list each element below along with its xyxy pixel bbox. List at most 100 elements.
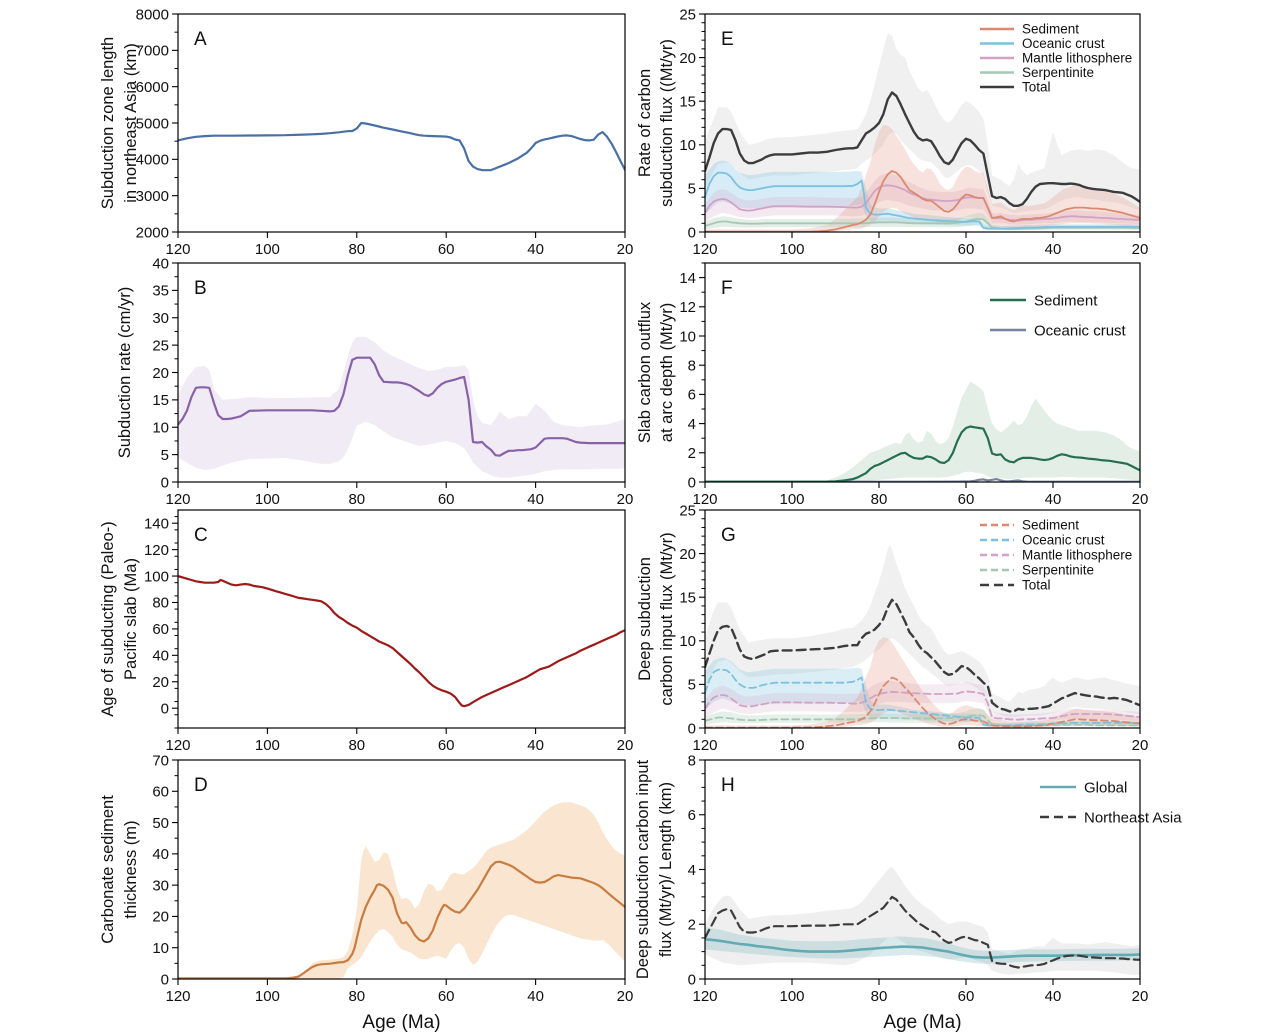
svg-text:40: 40 <box>152 648 169 665</box>
svg-text:100: 100 <box>255 988 280 1005</box>
svg-text:60: 60 <box>152 784 169 801</box>
svg-text:60: 60 <box>438 491 455 508</box>
svg-text:70: 70 <box>152 752 169 769</box>
svg-text:80: 80 <box>348 241 365 258</box>
svg-text:20: 20 <box>617 737 634 754</box>
svg-text:20: 20 <box>617 988 634 1005</box>
svg-text:8000: 8000 <box>136 6 169 23</box>
chart-E-svg: 0 5 10 15 20 25 120 100 80 60 40 20 Rate of carbon su… <box>636 6 1148 258</box>
svg-text:Oceanic crust: Oceanic crust <box>1034 322 1127 339</box>
svg-text:A: A <box>194 29 207 50</box>
svg-text:2000: 2000 <box>136 224 169 241</box>
svg-text:H: H <box>721 775 735 796</box>
svg-text:G: G <box>721 525 736 546</box>
svg-text:2: 2 <box>688 917 696 934</box>
svg-text:Total: Total <box>1022 578 1051 593</box>
svg-text:60: 60 <box>958 988 975 1005</box>
svg-text:10: 10 <box>679 633 696 650</box>
svg-text:60: 60 <box>438 241 455 258</box>
svg-text:Oceanic crust: Oceanic crust <box>1022 36 1105 51</box>
svg-text:20: 20 <box>617 241 634 258</box>
svg-text:10: 10 <box>152 420 169 437</box>
svg-text:40: 40 <box>527 241 544 258</box>
panel-H: 0 2 4 6 8 120 100 80 60 40 20 Age (Ma) Deep subducti… <box>634 745 1270 1036</box>
svg-text:Global: Global <box>1084 779 1127 796</box>
svg-text:60: 60 <box>958 241 975 258</box>
svg-text:Serpentinite: Serpentinite <box>1022 65 1094 80</box>
svg-text:7000: 7000 <box>136 43 169 60</box>
svg-text:80: 80 <box>871 241 888 258</box>
panel-G: 0 5 10 15 20 25 120 100 80 60 40 20 Deep subduction c… <box>636 497 1270 754</box>
svg-text:4000: 4000 <box>136 152 169 169</box>
svg-text:Slab carbon outflux: Slab carbon outflux <box>636 301 654 443</box>
svg-text:F: F <box>721 278 733 299</box>
svg-text:40: 40 <box>1045 241 1062 258</box>
svg-text:60: 60 <box>958 737 975 754</box>
svg-text:0: 0 <box>161 474 169 491</box>
svg-text:80: 80 <box>871 491 888 508</box>
svg-text:12: 12 <box>679 299 696 316</box>
svg-text:40: 40 <box>1045 491 1062 508</box>
chart-B-svg: 0 5 10 15 20 25 30 35 40 120 100 80 60 40 20 Subduction… <box>116 255 634 508</box>
svg-text:Oceanic crust: Oceanic crust <box>1022 533 1105 548</box>
panel-D: 0 10 20 30 40 50 60 70 120 100 80 60 40 20 Age (Ma) Car… <box>0 745 640 1036</box>
svg-text:20: 20 <box>1132 491 1149 508</box>
svg-text:80: 80 <box>348 491 365 508</box>
svg-text:5: 5 <box>688 677 696 694</box>
svg-text:5: 5 <box>161 447 169 464</box>
svg-text:0: 0 <box>688 224 696 241</box>
svg-text:8: 8 <box>688 752 696 769</box>
svg-text:60: 60 <box>958 491 975 508</box>
svg-text:0: 0 <box>688 971 696 988</box>
svg-text:10: 10 <box>152 940 169 957</box>
svg-text:20: 20 <box>152 909 169 926</box>
svg-text:0: 0 <box>688 720 696 737</box>
svg-text:40: 40 <box>527 491 544 508</box>
svg-text:20: 20 <box>617 491 634 508</box>
svg-text:120: 120 <box>165 491 190 508</box>
svg-text:25: 25 <box>679 502 696 519</box>
svg-text:Sediment: Sediment <box>1022 22 1079 37</box>
svg-text:40: 40 <box>1045 988 1062 1005</box>
svg-text:Carbonate sediment: Carbonate sediment <box>99 795 117 944</box>
svg-text:40: 40 <box>1045 737 1062 754</box>
panel-B: 0 5 10 15 20 25 30 35 40 120 100 80 60 40 20 Subduction… <box>0 255 640 508</box>
svg-text:6: 6 <box>688 387 696 404</box>
svg-text:Subduction rate (cm/yr): Subduction rate (cm/yr) <box>116 287 134 458</box>
svg-text:4: 4 <box>688 862 696 879</box>
svg-text:5: 5 <box>688 181 696 198</box>
svg-text:0: 0 <box>688 474 696 491</box>
svg-text:25: 25 <box>679 6 696 23</box>
chart-D-svg: 0 10 20 30 40 50 60 70 120 100 80 60 40 20 Age (Ma) Car… <box>99 752 634 1033</box>
svg-text:20: 20 <box>152 365 169 382</box>
svg-text:15: 15 <box>679 93 696 110</box>
svg-text:10: 10 <box>679 137 696 154</box>
svg-text:15: 15 <box>152 392 169 409</box>
panel-E: 0 5 10 15 20 25 120 100 80 60 40 20 Rate of carbon su… <box>636 0 1270 258</box>
svg-text:20: 20 <box>679 50 696 67</box>
svg-text:100: 100 <box>779 241 804 258</box>
svg-text:30: 30 <box>152 310 169 327</box>
svg-text:100: 100 <box>255 241 280 258</box>
svg-text:D: D <box>194 775 208 796</box>
svg-text:Sediment: Sediment <box>1034 292 1098 309</box>
svg-text:100: 100 <box>255 491 280 508</box>
svg-text:at arc depth (Mt/yr): at arc depth (Mt/yr) <box>658 303 676 442</box>
svg-text:50: 50 <box>152 815 169 832</box>
chart-F-svg: 0 2 4 6 8 10 12 14 120 100 80 60 40 20 Slab carbon out… <box>636 262 1149 508</box>
svg-text:Deep subduction carbon input: Deep subduction carbon input <box>634 759 652 979</box>
svg-text:140: 140 <box>144 515 169 532</box>
svg-text:20: 20 <box>152 674 169 691</box>
svg-text:20: 20 <box>1132 988 1149 1005</box>
svg-text:carbon input flux (Mt/yr): carbon input flux (Mt/yr) <box>658 532 676 705</box>
svg-text:80: 80 <box>152 595 169 612</box>
svg-text:80: 80 <box>348 737 365 754</box>
svg-text:4: 4 <box>688 416 696 433</box>
svg-text:Pacific slab (Ma): Pacific slab (Ma) <box>122 558 140 680</box>
svg-text:in northeast Asia (km): in northeast Asia (km) <box>122 43 140 203</box>
svg-text:40: 40 <box>152 255 169 272</box>
svg-text:120: 120 <box>144 542 169 559</box>
panel-C: 0 20 40 60 80 100 120 140 120 100 80 60 40 20 Age of s… <box>0 497 640 754</box>
svg-text:80: 80 <box>871 737 888 754</box>
